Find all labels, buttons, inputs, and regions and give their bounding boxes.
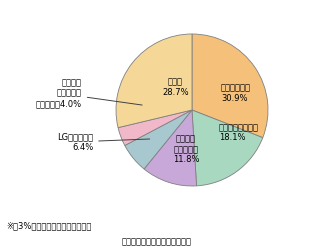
Text: ソニー・
エリクソン
（日／瑞）4.0%: ソニー・ エリクソン （日／瑞）4.0%	[36, 78, 142, 108]
Wedge shape	[144, 110, 196, 186]
Wedge shape	[192, 34, 268, 138]
Text: LG電子（韓）
6.4%: LG電子（韓） 6.4%	[57, 132, 150, 152]
Text: ノキア（芬）
30.9%: ノキア（芬） 30.9%	[221, 84, 251, 103]
Wedge shape	[125, 110, 192, 169]
Wedge shape	[118, 110, 192, 146]
Text: ※　3%以上のシェアを有する企業: ※ 3%以上のシェアを有する企業	[6, 221, 92, 230]
Text: 富士キメラ総研資料により作成: 富士キメラ総研資料により作成	[122, 238, 192, 246]
Text: その他
28.7%: その他 28.7%	[162, 78, 188, 97]
Text: モトローラ（米）
18.1%: モトローラ（米） 18.1%	[219, 123, 259, 142]
Text: サムスン
電子（韓）
11.8%: サムスン 電子（韓） 11.8%	[173, 134, 199, 164]
Wedge shape	[192, 110, 263, 186]
Wedge shape	[116, 34, 192, 128]
